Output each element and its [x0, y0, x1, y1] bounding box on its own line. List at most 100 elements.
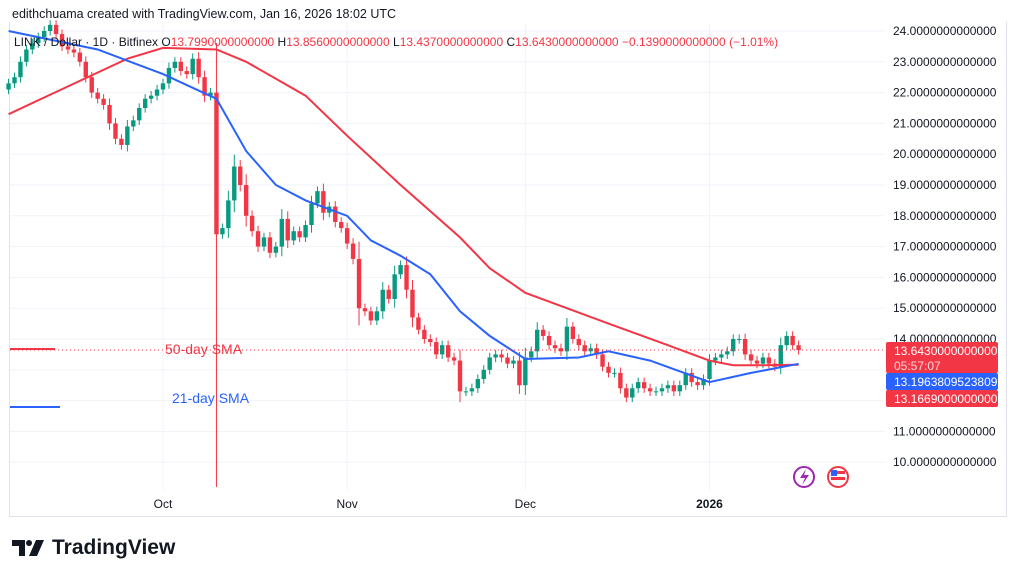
candle-body	[493, 354, 498, 358]
candle	[285, 211, 290, 248]
candle	[445, 340, 451, 363]
x-tick-label: 2026	[696, 497, 723, 511]
lightning-icon[interactable]	[793, 466, 815, 488]
candle-body	[137, 108, 142, 121]
candle	[202, 70, 207, 103]
candle-body	[736, 339, 742, 340]
candle	[707, 354, 712, 386]
candle	[386, 285, 391, 304]
candle	[475, 374, 481, 393]
candle	[422, 325, 427, 344]
candle-body	[778, 345, 783, 367]
candle	[695, 377, 700, 390]
candle-body	[131, 120, 136, 127]
candle	[172, 57, 178, 73]
candle	[12, 72, 17, 88]
candle-body	[481, 369, 486, 380]
candle-body	[154, 89, 160, 96]
candle-body	[790, 335, 795, 346]
candle-body	[535, 329, 540, 352]
candle-body	[42, 31, 47, 38]
candle	[30, 38, 35, 55]
candle	[166, 62, 172, 89]
candle-body	[350, 243, 356, 259]
candle	[6, 78, 11, 95]
last-price-badge-text: 05:57:07	[894, 359, 941, 373]
candle-body	[202, 77, 207, 96]
logo-text: TradingView	[52, 536, 176, 559]
candle-body	[190, 58, 195, 75]
last-price-badge-bg	[886, 342, 998, 373]
candle-body	[659, 388, 665, 392]
candle-body	[576, 339, 581, 346]
candle-body	[386, 289, 391, 299]
candle-body	[677, 385, 682, 392]
candle	[154, 84, 160, 101]
candle-body	[748, 354, 754, 361]
candle	[576, 334, 581, 350]
us-flag-icon[interactable]	[827, 466, 849, 488]
candle-body	[499, 354, 504, 358]
candle	[392, 265, 397, 308]
candle-body	[784, 335, 789, 346]
candle-body	[766, 357, 772, 364]
close-label: C	[506, 35, 516, 49]
tv-logo-icon	[12, 540, 44, 556]
candle	[523, 347, 528, 395]
candle	[594, 343, 599, 360]
candle	[784, 331, 789, 350]
candle	[24, 44, 29, 67]
ohlc-legend: LINK / Dollar · 1D · Bitfinex O13.799000…	[14, 35, 778, 49]
candle-body	[434, 342, 439, 355]
candle	[689, 368, 694, 387]
candle-body	[148, 95, 154, 99]
candle-body	[83, 61, 88, 78]
candle-body	[232, 166, 237, 201]
candle-body	[689, 372, 694, 383]
candle-body	[214, 92, 219, 235]
candle	[190, 53, 195, 80]
candle	[350, 238, 356, 265]
candle	[232, 154, 237, 213]
candle-body	[142, 98, 148, 108]
candle-body	[238, 166, 243, 185]
candle	[748, 349, 754, 366]
candle	[428, 334, 433, 347]
candle	[362, 303, 368, 316]
sma50-line	[8, 46, 799, 367]
candle	[558, 343, 564, 356]
candle-body	[6, 83, 11, 90]
tradingview-logo[interactable]: TradingView	[12, 536, 175, 560]
candle	[564, 318, 570, 360]
candle-body	[89, 77, 94, 93]
low-label: L	[393, 35, 400, 49]
y-tick-label: 23.0000000000000	[893, 55, 997, 69]
candle-body	[172, 61, 178, 68]
candle-body	[641, 382, 647, 389]
candle	[131, 115, 136, 132]
candle	[713, 352, 718, 366]
candle-body	[279, 218, 284, 247]
candle-body	[95, 92, 100, 99]
candle-body	[428, 339, 433, 343]
low-value: 13.4370000000000	[399, 35, 504, 49]
sma21-badge: 13.1963809523809	[886, 373, 998, 390]
candle-body	[404, 265, 409, 290]
candle-body	[600, 354, 605, 367]
candle	[273, 241, 279, 258]
candle	[481, 365, 486, 384]
candle-body	[261, 237, 267, 247]
candle	[671, 380, 677, 396]
candle-body	[101, 98, 106, 105]
candle-body	[59, 34, 65, 47]
candle	[731, 334, 736, 356]
sma50-badge-bg	[886, 390, 998, 407]
candle-body	[380, 289, 385, 312]
candle	[160, 78, 166, 95]
candle	[683, 368, 688, 390]
symbol-label[interactable]: LINK / Dollar · 1D · Bitfinex	[14, 35, 159, 49]
candle	[297, 226, 302, 242]
candle-body	[368, 311, 374, 321]
candle	[647, 383, 653, 396]
